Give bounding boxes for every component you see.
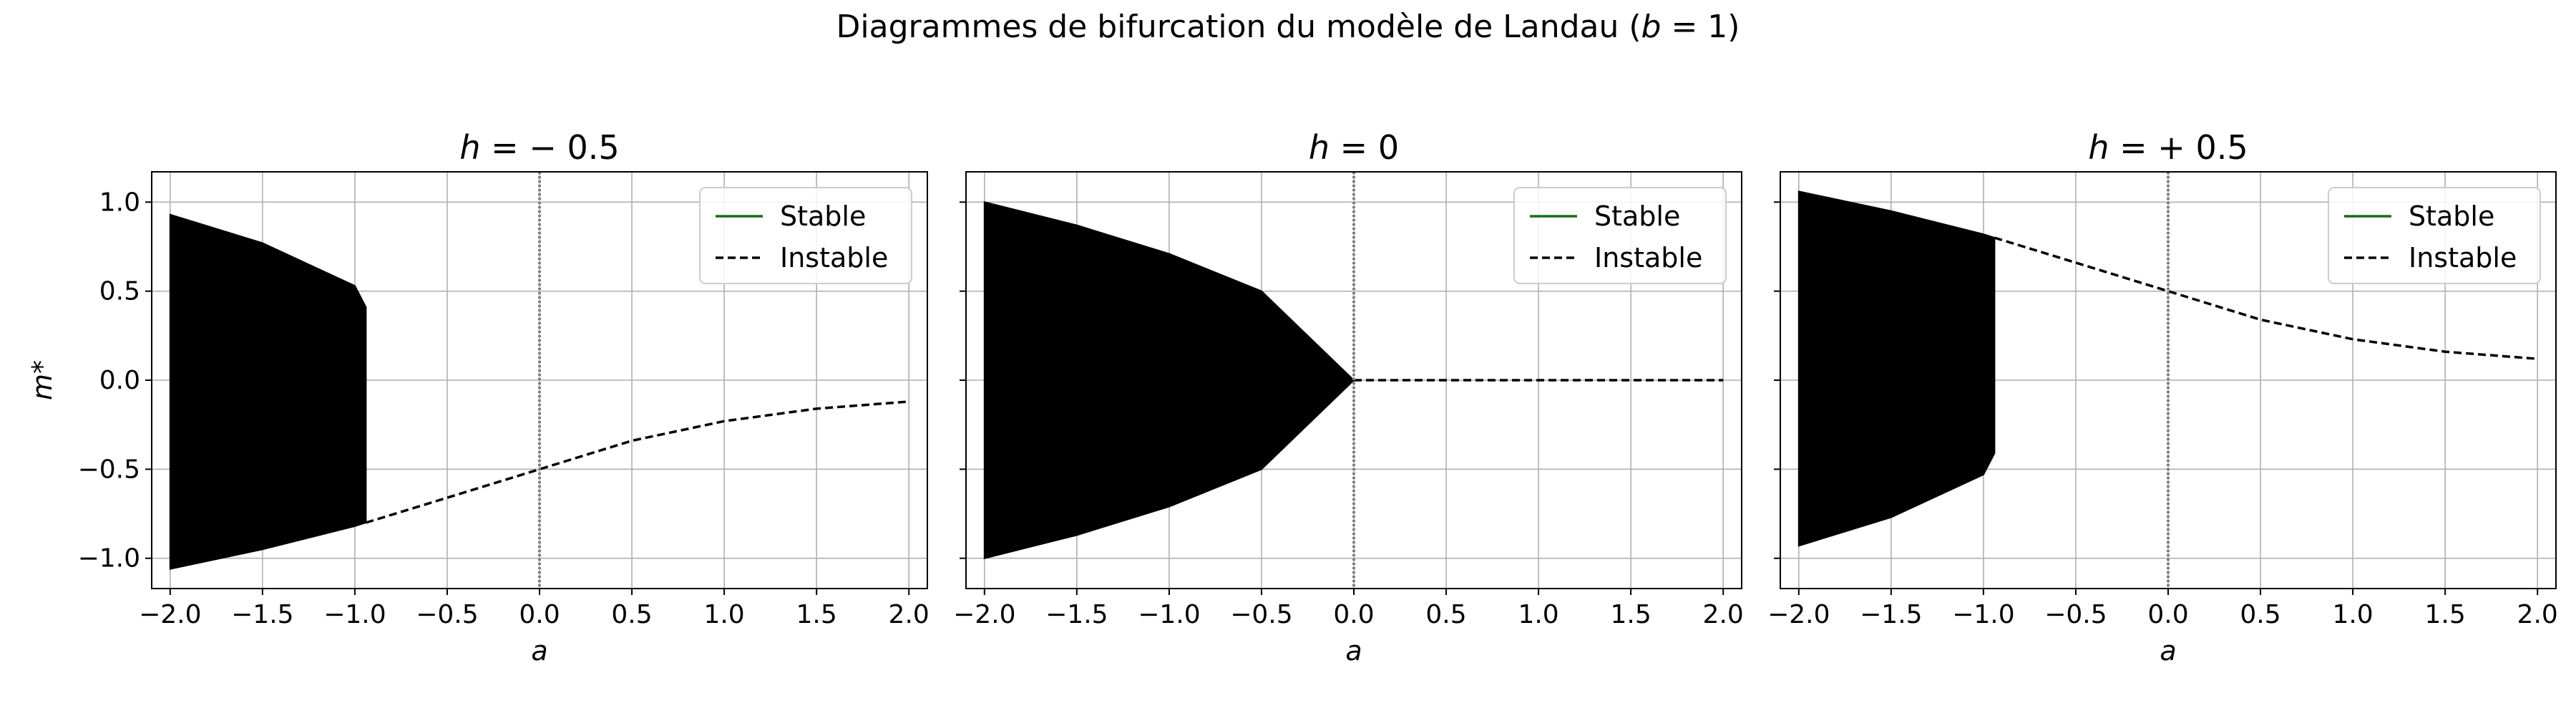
- legend-label-stable: Stable: [1594, 200, 1680, 232]
- figure-title: Diagrammes de bifurcation du modèle de L…: [836, 9, 1740, 45]
- series-line-instable: [365, 400, 909, 524]
- stable-fill-region: [983, 201, 1355, 559]
- x-tick-label: 0.0: [519, 600, 560, 629]
- subplot-1: −2.0 −1.5 −1.0 −0.5 0.0 0.5 1.0 1.5 2.0 1.0 0.5 0.0…: [26, 128, 930, 667]
- x-tick-label: 0.5: [1425, 600, 1466, 629]
- subplot-title-value: = − 0.5: [481, 128, 620, 167]
- subplot-title-var: h: [2088, 128, 2109, 167]
- x-tick-label: −1.5: [1860, 600, 1922, 629]
- x-tick-label: −2.0: [953, 600, 1015, 629]
- x-axis-label: a: [531, 635, 547, 667]
- x-tick-label: 1.0: [1518, 600, 1558, 629]
- subplot-3: −2.0 −1.5 −1.0 −0.5 0.0 0.5 1.0 1.5 2.0 a h = + 0.…: [1767, 128, 2558, 667]
- subplot-title-var: h: [1309, 128, 1330, 167]
- x-tick-label: −2.0: [139, 600, 201, 629]
- x-axis-label: a: [1345, 635, 1362, 667]
- legend-box: [1513, 187, 1727, 284]
- figure-title-var: b: [1641, 9, 1662, 45]
- x-tick-label: −1.0: [1138, 600, 1200, 629]
- x-tick-label: 0.0: [1333, 600, 1374, 629]
- subplot-title-value: = 0: [1330, 128, 1399, 167]
- subplot-title: h = 0: [1309, 128, 1399, 167]
- legend-box: [2328, 187, 2541, 284]
- y-tick-label: 0.0: [99, 366, 140, 395]
- x-axis-label: a: [2160, 635, 2176, 667]
- x-tick-label: −1.5: [1045, 600, 1108, 629]
- figure-title-text: Diagrammes de bifurcation du modèle de L…: [836, 9, 1641, 45]
- y-tick-label: −0.5: [78, 455, 140, 484]
- x-tick-label: 0.5: [611, 600, 652, 629]
- y-tick-label: 0.5: [99, 277, 140, 306]
- x-tick-label: −0.5: [2044, 600, 2107, 629]
- y-tick-label: 1.0: [99, 188, 140, 217]
- legend-label-instable: Instable: [2409, 242, 2517, 274]
- x-tick-label: 1.5: [2425, 600, 2466, 629]
- x-tick-label: 2.0: [1703, 600, 1744, 629]
- x-tick-label: 2.0: [2517, 600, 2558, 629]
- x-tick-label: 1.5: [796, 600, 837, 629]
- x-tick-label: 0.0: [2147, 600, 2188, 629]
- x-tick-label: −0.5: [416, 600, 478, 629]
- x-tick-label: −1.5: [231, 600, 293, 629]
- x-tick-label: 1.0: [703, 600, 744, 629]
- subplots: −2.0 −1.5 −1.0 −0.5 0.0 0.5 1.0 1.5 2.0 1.0 0.5 0.0…: [26, 128, 2558, 667]
- x-tick-label: 0.5: [2240, 600, 2280, 629]
- legend-label-stable: Stable: [2409, 200, 2494, 232]
- x-tick-label: 1.5: [1611, 600, 1652, 629]
- x-tick-label: −1.0: [1952, 600, 2014, 629]
- x-tick-label: −2.0: [1767, 600, 1830, 629]
- series-line-instable: [1994, 236, 2538, 360]
- y-tick-label: −1.0: [78, 544, 140, 574]
- stable-fill-region: [169, 213, 367, 570]
- legend-label-stable: Stable: [780, 200, 866, 232]
- subplot-2: −2.0 −1.5 −1.0 −0.5 0.0 0.5 1.0 1.5 2.0 a h = 0 Sta…: [953, 128, 1744, 667]
- legend-box: [699, 187, 912, 284]
- x-tick-label: −0.5: [1230, 600, 1292, 629]
- legend-label-instable: Instable: [1594, 242, 1702, 274]
- x-tick-label: 1.0: [2332, 600, 2373, 629]
- figure-title-text: = 1): [1661, 9, 1740, 45]
- y-axis-label: m*: [26, 360, 58, 400]
- subplot-title-value: = + 0.5: [2109, 128, 2248, 167]
- subplot-title: h = − 0.5: [459, 128, 619, 167]
- x-tick-label: −1.0: [323, 600, 386, 629]
- subplot-title-var: h: [459, 128, 480, 167]
- stable-fill-region: [1797, 190, 1996, 547]
- legend-label-instable: Instable: [780, 242, 888, 274]
- subplot-title: h = + 0.5: [2088, 128, 2248, 167]
- x-tick-label: 2.0: [889, 600, 930, 629]
